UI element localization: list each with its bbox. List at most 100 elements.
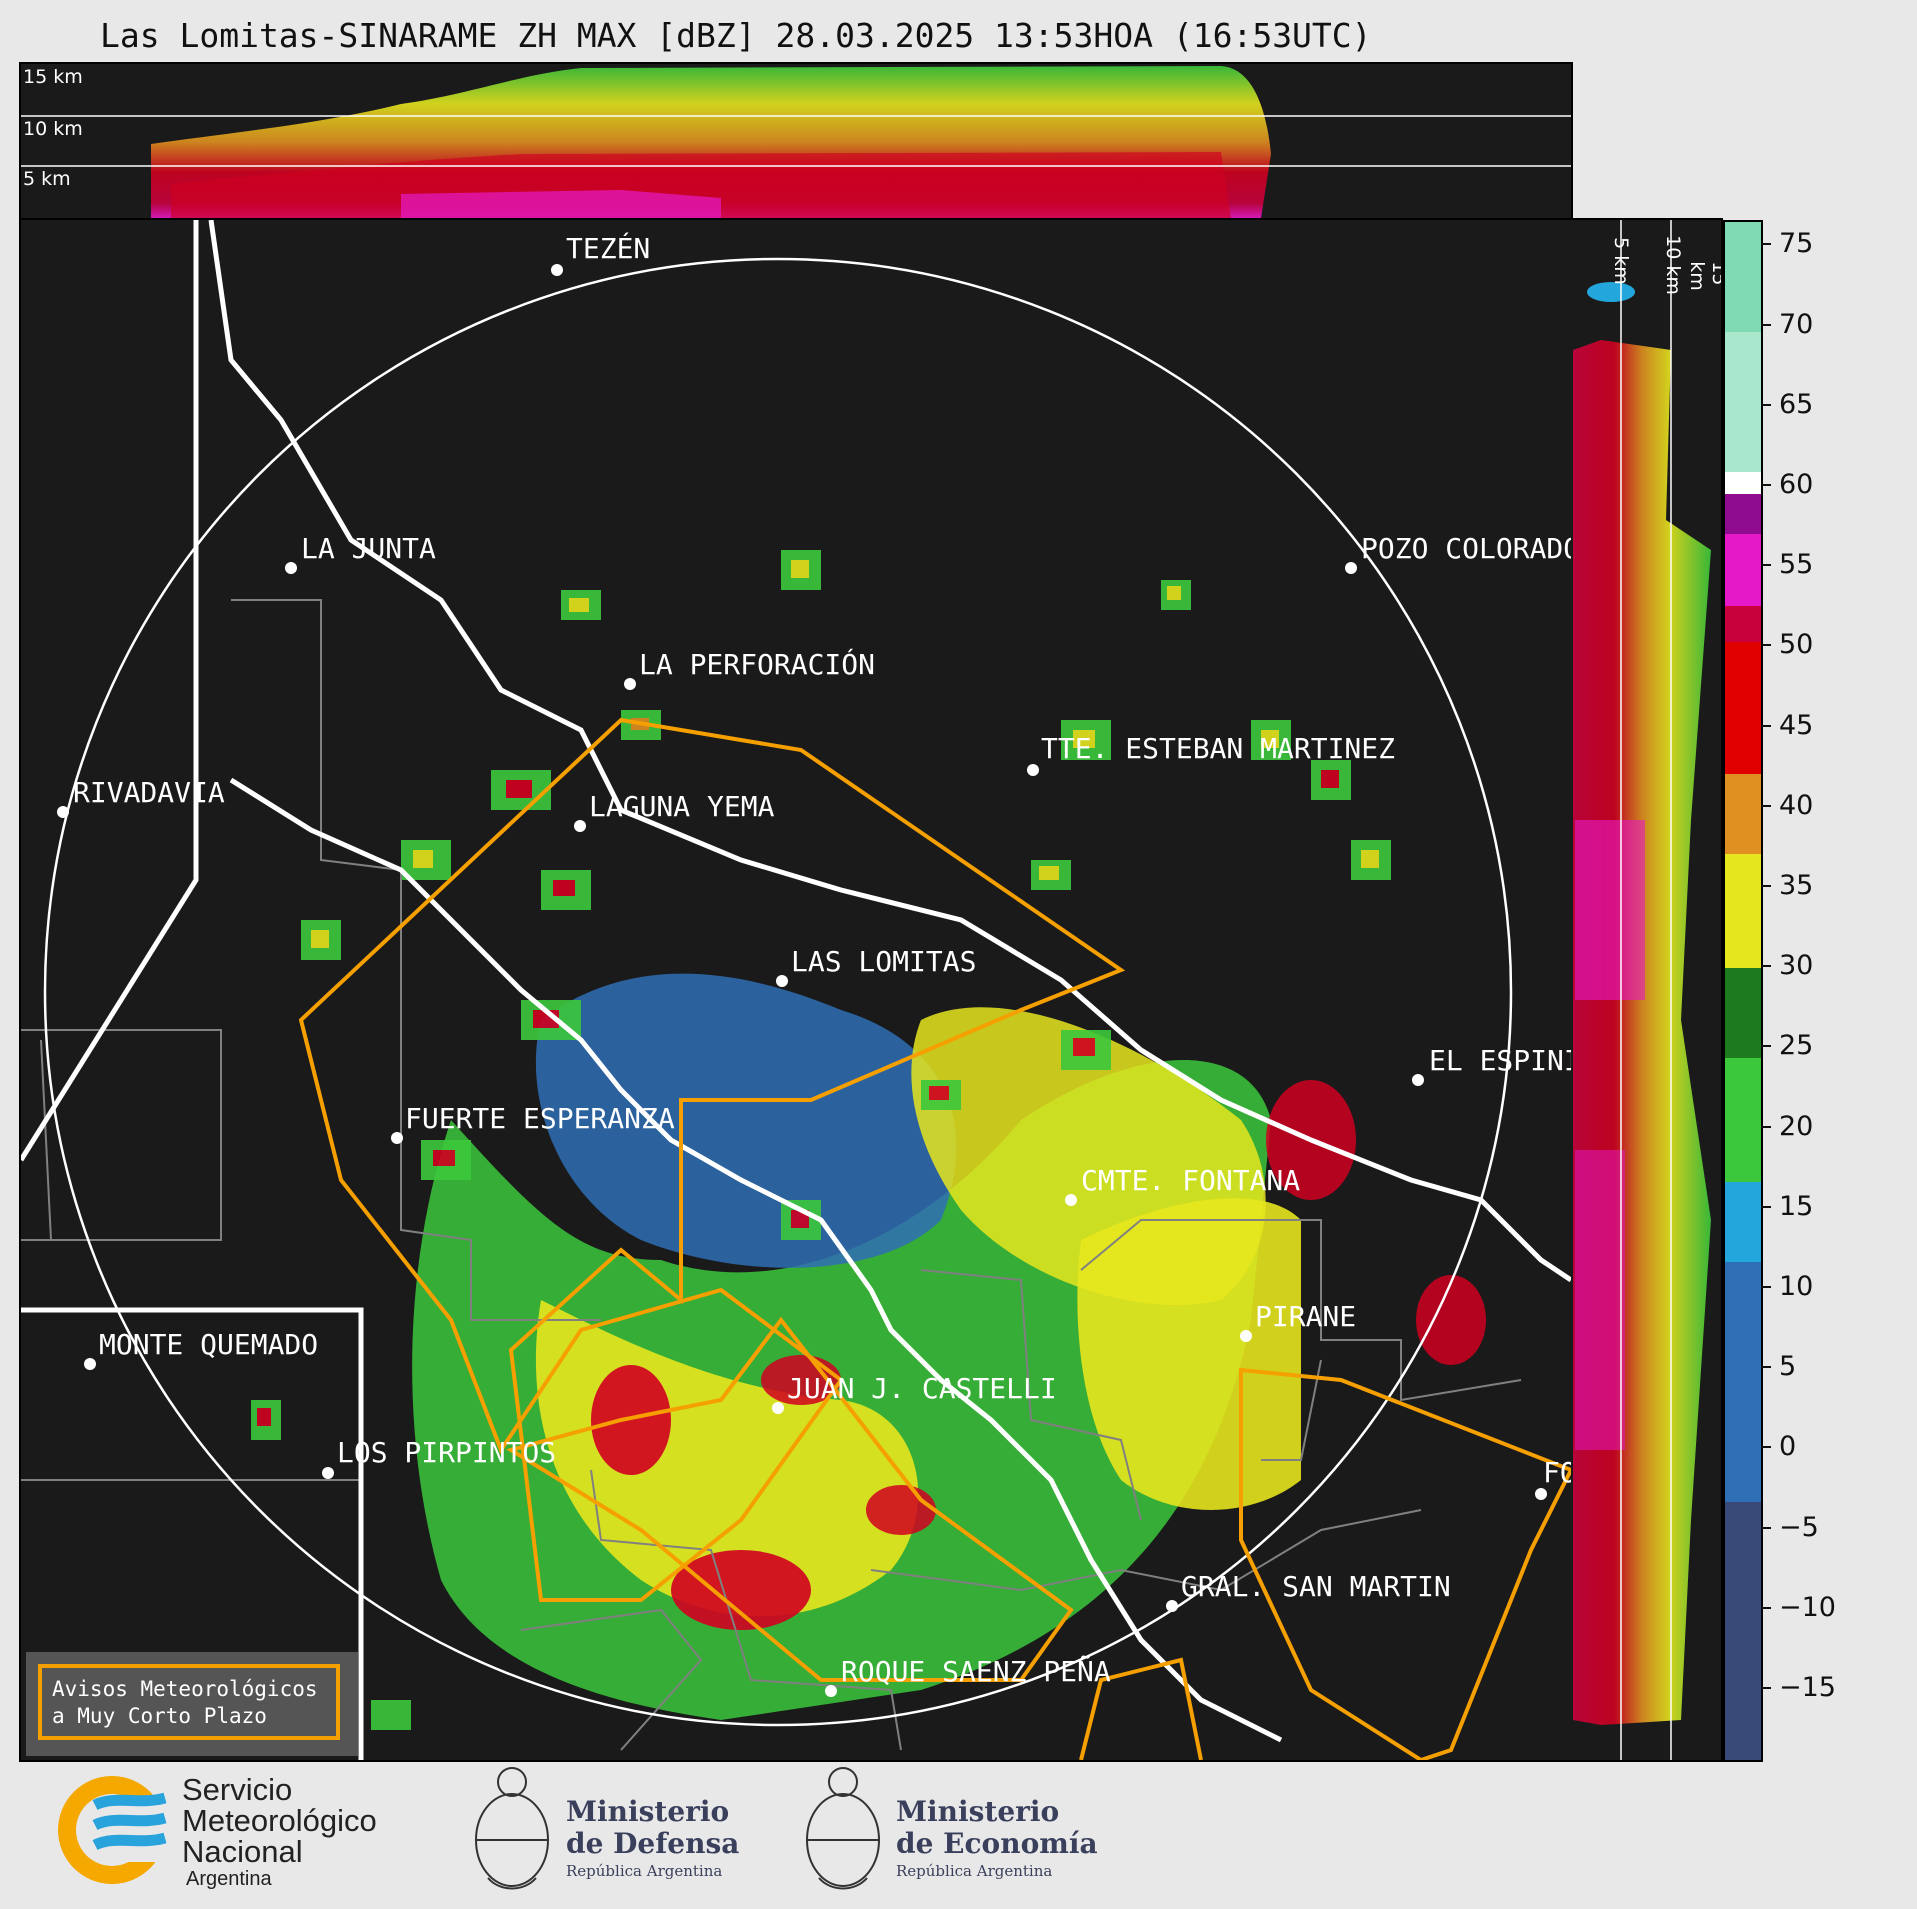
place-label-monte-quemado: MONTE QUEMADO [99, 1328, 319, 1361]
place-label-las-lomitas: LAS LOMITAS [791, 945, 977, 978]
place-label-la-perforacion: LA PERFORACIÓN [639, 648, 876, 681]
place-dot-tte-esteban-martinez [1027, 764, 1039, 776]
province-boundaries [21, 220, 1571, 1760]
colorbar-tick-0: 0 [1761, 1431, 1796, 1462]
colorbar-tick-50: 50 [1761, 629, 1813, 660]
colorbar-tick-35: 35 [1761, 870, 1813, 901]
place-dot-rivadavia [57, 806, 69, 818]
colorbar-mint-mid [1725, 332, 1761, 472]
colorbar-tick-20: 20 [1761, 1111, 1813, 1142]
smn-logo-icon [58, 1776, 172, 1884]
place-label-cmte-fontana: CMTE. FONTANA [1081, 1164, 1301, 1197]
colorbar-crimson [1725, 606, 1761, 642]
colorbar-green-dark [1725, 968, 1761, 1058]
place-label-roque-saenz-pena: ROQUE SAENZ PEÑA [841, 1655, 1111, 1688]
echo-northeast [911, 1007, 1266, 1306]
place-label-pozo-colorado: POZO COLORADO [1361, 532, 1571, 565]
place-label-laguna-yema: LAGUNA YEMA [589, 790, 775, 823]
place-label-tte-esteban-martinez: TTE. ESTEBAN MARTINEZ [1041, 732, 1396, 765]
echo-red-core-2 [671, 1550, 811, 1630]
warning-polygon-2 [506, 1316, 1074, 1682]
place-dot-tezen [551, 264, 563, 276]
place-dot-juan-j-castelli [772, 1402, 784, 1414]
avisos-line2: a Muy Corto Plazo [52, 1704, 267, 1728]
place-dot-formosa [1535, 1488, 1547, 1500]
place-label-gral-san-martin: GRAL. SAN MARTIN [1181, 1570, 1451, 1603]
argentina-shield-icon-2 [806, 1767, 880, 1890]
range-ring [43, 257, 1513, 1727]
colorbar-tick-70: 70 [1761, 309, 1813, 340]
colorbar-tick-5: 5 [1761, 1351, 1796, 1382]
colorbar-cyan [1725, 1182, 1761, 1262]
place-label-juan-j-castelli: JUAN J. CASTELLI [787, 1372, 1057, 1405]
top-alt-15km: 15 km [23, 66, 83, 88]
echo-red-core-6 [761, 1355, 841, 1405]
scattered-cells [251, 550, 1391, 1730]
colorbar-tick-30: 30 [1761, 950, 1813, 981]
place-label-formosa: FORMOSA [1543, 1456, 1571, 1489]
avisos-button[interactable]: Avisos Meteorológicos a Muy Corto Plazo [26, 1652, 358, 1756]
footer-logo-graphics [58, 1767, 880, 1890]
place-dot-pirane [1240, 1330, 1252, 1342]
colorbar-magenta [1725, 534, 1761, 606]
place-label-los-pirpintos: LOS PIRPINTOS [337, 1436, 557, 1469]
department-lines [21, 599, 1522, 1751]
side-alt-5km: 5 km [1609, 237, 1632, 285]
side-cross-section-graphic [1573, 220, 1711, 1760]
warning-polygon-3 [1239, 1367, 1571, 1760]
place-label-rivadavia: RIVADAVIA [73, 776, 225, 809]
colorbar-tick-minus5: −5 [1761, 1512, 1819, 1543]
colorbar-tick-65: 65 [1761, 389, 1813, 420]
colorbar-yellow [1725, 854, 1761, 968]
colorbar-purple [1725, 494, 1761, 534]
economia-logo-text: Ministerio de Economía República Argenti… [896, 1795, 1098, 1881]
radar-map[interactable]: TEZÉN LA JUNTA POZO COLORADO LA PERFORAC… [19, 218, 1573, 1762]
top-alt-5km: 5 km [23, 168, 71, 190]
colorbar-tick-40: 40 [1761, 790, 1813, 821]
place-label-fuerte-esperanza: FUERTE ESPERANZA [405, 1102, 675, 1135]
colorbar-slate [1725, 1502, 1761, 1760]
colorbar-red [1725, 642, 1761, 774]
colorbar-tick-75: 75 [1761, 228, 1813, 259]
place-label-tezen: TEZÉN [566, 232, 651, 265]
place-dot-pozo-colorado [1345, 562, 1357, 574]
echo-red-core-4 [1416, 1275, 1486, 1365]
colorbar-tick-55: 55 [1761, 549, 1813, 580]
place-dot-fuerte-esperanza [391, 1132, 403, 1144]
side-alt-10km: 10 km [1661, 235, 1684, 295]
place-dot-cmte-fontana [1065, 1194, 1077, 1206]
side-altitude-cross-section: 5 km 10 km 15 km [1571, 218, 1723, 1762]
avisos-frame: Avisos Meteorológicos a Muy Corto Plazo [38, 1664, 340, 1740]
place-label-la-junta: LA JUNTA [301, 532, 436, 565]
colorbar-tick-60: 60 [1761, 469, 1813, 500]
colorbar-tick-10: 10 [1761, 1271, 1813, 1302]
warning-polygon-1 [298, 717, 1126, 1602]
colorbar-green [1725, 1058, 1761, 1182]
echo-red-core-5 [866, 1485, 936, 1535]
place-dot-monte-quemado [84, 1358, 96, 1370]
colorbar-tick-minus10: −10 [1761, 1592, 1836, 1623]
colorbar-tick-minus15: −15 [1761, 1672, 1836, 1703]
colorbar-white [1725, 472, 1761, 494]
colorbar-tick-25: 25 [1761, 1030, 1813, 1061]
radar-map-graphic [21, 220, 1571, 1760]
place-label-el-espinillo: EL ESPINILLO [1429, 1044, 1571, 1077]
colorbar-tick-15: 15 [1761, 1191, 1813, 1222]
top-cross-section-graphic [21, 66, 1571, 218]
warning-polygon-4 [1079, 1657, 1203, 1760]
warning-polygons [298, 717, 1571, 1760]
colorbar-mint-high [1725, 222, 1761, 332]
place-dot-roque-saenz-pena [825, 1685, 837, 1697]
colorbar-orange [1725, 774, 1761, 854]
defensa-logo-text: Ministerio de Defensa República Argentin… [566, 1795, 740, 1881]
place-label-pirane: PIRANE [1255, 1300, 1357, 1333]
place-dot-el-espinillo [1412, 1074, 1424, 1086]
place-dot-la-junta [285, 562, 297, 574]
side-alt-15km: 15 km [1685, 261, 1723, 291]
top-alt-10km: 10 km [23, 118, 83, 140]
colorbar-blue [1725, 1262, 1761, 1502]
colorbar-tick-45: 45 [1761, 710, 1813, 741]
place-dot-los-pirpintos [322, 1467, 334, 1479]
place-dot-laguna-yema [574, 820, 586, 832]
place-dot-las-lomitas [776, 975, 788, 987]
